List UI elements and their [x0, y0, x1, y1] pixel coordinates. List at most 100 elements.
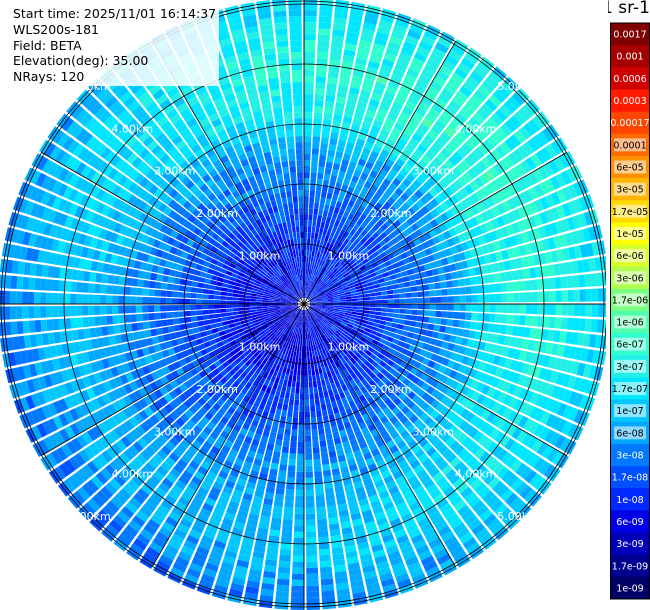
ray-gate — [435, 289, 442, 296]
ray-gate — [304, 286, 306, 293]
ray-gate — [543, 464, 556, 479]
ray-gate — [323, 372, 329, 380]
ray-gate — [466, 338, 475, 348]
ray-gate — [423, 304, 430, 310]
ray-gate — [118, 305, 125, 314]
ray-gate — [284, 342, 289, 349]
ray-gate — [350, 253, 358, 260]
ray-gate — [325, 324, 331, 330]
ray-gate — [178, 496, 190, 507]
ray-gate — [528, 378, 538, 391]
ray-gate — [476, 160, 488, 172]
ray-gate — [293, 313, 298, 320]
ray-gate — [188, 502, 201, 513]
ray-gate — [372, 279, 380, 285]
ray-gate — [321, 131, 330, 138]
ray-gate — [106, 500, 120, 514]
ray-gate — [490, 149, 502, 162]
ray-gate — [533, 213, 543, 226]
ray-gate — [522, 141, 535, 156]
ray-gate — [386, 425, 396, 435]
ray-gate — [479, 468, 492, 481]
ray-gate — [383, 201, 392, 210]
ray-gate — [321, 260, 326, 267]
ray-gate — [495, 176, 506, 189]
ray-gate — [327, 297, 334, 300]
ray-gate — [339, 299, 346, 302]
ray-gate — [506, 370, 516, 382]
ray-gate — [322, 119, 332, 126]
ray-gate — [323, 286, 329, 291]
ray-gate — [202, 294, 209, 299]
ray-gate — [312, 435, 319, 442]
ray-gate — [440, 281, 448, 289]
ray-gate — [4, 306, 11, 320]
ray-gate — [364, 141, 374, 150]
ray-gate — [346, 344, 353, 351]
ray-gate — [345, 550, 358, 559]
ray-gate — [444, 143, 456, 155]
ray-gate — [262, 429, 270, 438]
ray-gate — [415, 209, 425, 219]
ray-gate — [404, 100, 417, 111]
ray-gate — [432, 471, 444, 483]
ray-gate — [268, 361, 274, 369]
ray-gate — [353, 169, 362, 178]
ray-gate — [207, 491, 219, 502]
ray-gate — [359, 89, 371, 98]
ray-gate — [361, 319, 368, 324]
ray-gate — [284, 373, 289, 381]
ray-gate — [372, 165, 381, 174]
ray-gate — [398, 51, 412, 62]
ray-gate — [367, 156, 377, 165]
ray-gate — [318, 355, 323, 362]
ray-gate — [553, 330, 561, 343]
ray-gate — [242, 395, 250, 403]
ray-gate — [81, 483, 95, 497]
ray-gate — [220, 312, 227, 318]
ray-gate — [391, 127, 402, 137]
ray-gate — [166, 312, 173, 319]
ray-gate — [482, 121, 495, 134]
ray-gate — [325, 161, 333, 169]
ray-gate — [143, 501, 156, 513]
ray-gate — [391, 322, 398, 329]
ray-gate — [279, 333, 285, 340]
ray-gate — [347, 282, 355, 287]
ray-gate — [254, 489, 265, 498]
ray-gate — [325, 493, 335, 501]
ray-gate — [268, 304, 274, 306]
ray-gate — [501, 293, 508, 303]
ray-gate — [229, 449, 239, 458]
ray-gate — [226, 544, 239, 554]
ray-gate — [171, 484, 184, 496]
ray-gate — [483, 254, 492, 264]
ray-gate — [335, 96, 346, 105]
ray-gate — [349, 271, 356, 277]
ray-gate — [282, 341, 287, 348]
ray-gate — [333, 368, 340, 375]
ray-gate — [292, 344, 296, 351]
ray-gate — [339, 297, 346, 300]
ray-gate — [281, 334, 286, 341]
ray-gate — [192, 425, 203, 435]
ray-gate — [395, 345, 403, 353]
ray-gate — [517, 374, 527, 386]
ray-gate — [280, 542, 292, 550]
ray-gate — [275, 344, 280, 351]
ray-gate — [70, 281, 78, 293]
ray-gate — [388, 153, 398, 163]
ray-gate — [337, 386, 343, 394]
ray-gate — [265, 553, 278, 561]
ray-gate — [305, 447, 312, 454]
ray-gate — [520, 160, 532, 174]
ray-gate — [318, 542, 330, 550]
ray-gate — [340, 357, 347, 365]
ray-gate — [310, 417, 317, 424]
ray-gate — [333, 253, 339, 260]
ray-gate — [100, 284, 107, 294]
ray-gate — [398, 314, 406, 320]
ray-gate — [555, 372, 565, 386]
ray-gate — [262, 350, 269, 358]
ray-gate — [416, 341, 424, 349]
